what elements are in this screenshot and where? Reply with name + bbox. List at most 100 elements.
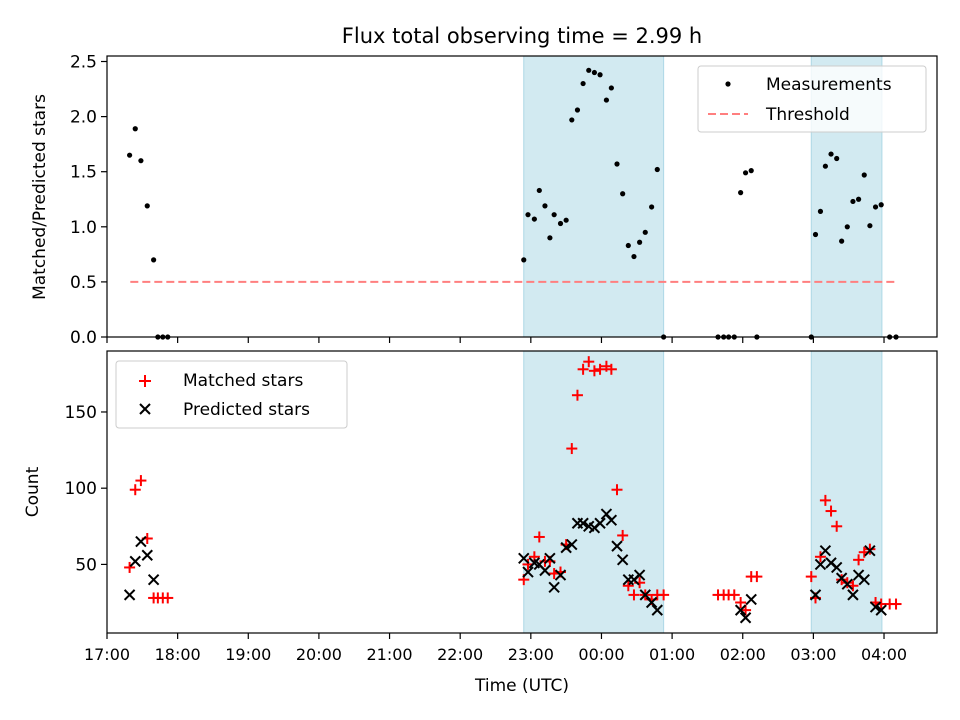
measurement-point <box>817 208 824 214</box>
measurement-point <box>872 204 879 210</box>
matched-star-point <box>735 597 747 609</box>
predicted-star-point <box>809 589 822 601</box>
matched-star-point <box>588 365 600 377</box>
matched-star-point <box>533 531 545 543</box>
predicted-star-point <box>869 601 882 613</box>
predicted-star-point <box>544 552 556 565</box>
measurement-point <box>132 126 138 132</box>
matched-star-point <box>583 356 595 368</box>
matched-star-point <box>571 389 583 401</box>
matched-star-point <box>853 554 865 566</box>
matched-star-point <box>728 589 740 601</box>
bottom-y-tick-label: 50 <box>75 555 97 575</box>
measurement-point <box>151 257 157 263</box>
predicted-star-point <box>594 517 606 529</box>
predicted-star-point <box>858 573 870 586</box>
measurement-point <box>597 72 603 78</box>
top-x-ticks <box>106 337 885 343</box>
measurement-point <box>542 203 548 209</box>
bottom-y-tick-label: 150 <box>65 403 97 423</box>
x-axis-label: Time (UTC) <box>474 676 569 696</box>
measurement-point <box>828 151 834 157</box>
x-tick-label: 20:00 <box>296 645 342 664</box>
measurement-point <box>855 196 862 202</box>
predicted-star-point <box>566 538 578 551</box>
predicted-star-point <box>548 581 560 593</box>
count-points-layer <box>123 356 902 624</box>
top-shaded-interval-0 <box>523 55 665 338</box>
top-y-tick-label: 0.5 <box>70 273 97 293</box>
matched-star-point <box>890 598 902 610</box>
measurement-point <box>521 257 527 263</box>
bottom-axes-frame <box>106 350 938 634</box>
matched-star-point <box>805 571 817 583</box>
predicted-star-point <box>645 596 658 609</box>
measurement-point <box>574 107 581 113</box>
measurement-point <box>138 158 144 164</box>
top-y-tick-label: 1.5 <box>70 163 97 183</box>
measurement-point <box>603 97 610 103</box>
matched-star-point <box>622 580 634 592</box>
bottom-y-axis-label: Count <box>23 466 43 517</box>
matched-star-point <box>864 543 876 555</box>
measurement-point <box>614 161 620 167</box>
predicted-star-point <box>554 569 567 581</box>
measurement-points-layer <box>127 67 899 340</box>
measurement-point <box>557 220 564 227</box>
top-y-tick-label: 0.0 <box>70 328 97 348</box>
legend-measurements-marker <box>725 81 731 87</box>
predicted-star-point <box>745 593 757 606</box>
x-tick-label: 17:00 <box>84 645 130 664</box>
predicted-star-point <box>539 564 551 577</box>
bottom-shaded-interval-1 <box>810 350 883 634</box>
bottom-shaded-interval-0 <box>523 350 665 634</box>
predicted-star-point <box>123 589 136 601</box>
matched-star-point <box>831 520 843 532</box>
predicted-star-point <box>633 569 646 581</box>
measurement-point <box>839 238 845 244</box>
x-tick-label: 18:00 <box>155 645 201 664</box>
legend-matched-marker <box>139 375 151 387</box>
legend-threshold-label: Threshold <box>765 105 850 125</box>
legend-measurements-label: Measurements <box>766 75 892 95</box>
predicted-star-point <box>819 544 832 557</box>
matched-star-point <box>751 571 763 583</box>
predicted-star-point <box>611 540 623 552</box>
top-axes-frame <box>106 55 938 338</box>
measurement-point <box>834 155 840 162</box>
matched-star-point <box>814 551 826 563</box>
measurement-point <box>637 239 643 245</box>
measurement-point <box>569 117 575 123</box>
measurement-point <box>654 166 660 173</box>
top-y-tick-label: 2.0 <box>70 108 97 128</box>
measurement-point <box>625 242 631 249</box>
legend-matched-label: Matched stars <box>183 371 303 391</box>
measurement-point <box>144 203 150 209</box>
matched-star-point <box>129 484 141 496</box>
predicted-star-point <box>147 573 160 586</box>
predicted-star-point <box>651 604 663 616</box>
measurement-point <box>525 212 531 218</box>
x-tick-label: 04:00 <box>861 645 907 664</box>
measurement-point <box>563 217 569 223</box>
bottom-y-ticks: 50 100 150 <box>65 403 107 575</box>
matched-star-point <box>825 505 837 517</box>
predicted-star-point <box>129 555 141 568</box>
matched-star-point <box>841 577 853 589</box>
top-y-tick-label: 2.5 <box>70 53 97 73</box>
matched-star-point <box>617 529 629 541</box>
matched-star-point <box>594 363 606 375</box>
measurement-point <box>591 69 598 76</box>
matched-star-point <box>611 484 623 496</box>
legend-predicted-label: Predicted stars <box>183 400 310 420</box>
measurement-point <box>531 216 537 222</box>
predicted-star-point <box>616 554 629 566</box>
x-tick-label: 23:00 <box>508 645 554 664</box>
measurement-point <box>867 223 873 229</box>
x-tick-label: 19:00 <box>225 645 271 664</box>
bottom-panel: 50 100 150 17:00 18:00 19:00 20:00 21:00 22:00 2… <box>23 350 938 696</box>
matched-star-point <box>566 443 578 455</box>
measurement-point <box>631 253 637 260</box>
measurement-point <box>580 80 586 87</box>
